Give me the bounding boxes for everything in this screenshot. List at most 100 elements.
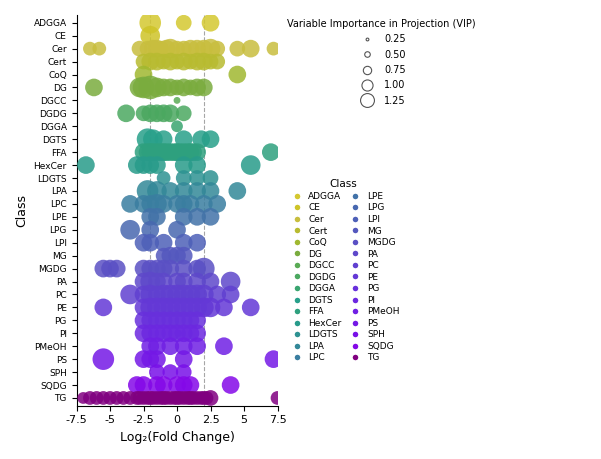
Point: [152, 304, 162, 311]
Point: [233, 187, 242, 195]
Point: [85, 45, 95, 52]
Point: [145, 19, 155, 27]
Point: [226, 291, 236, 298]
Point: [139, 265, 148, 272]
Point: [219, 304, 229, 311]
Point: [269, 45, 278, 52]
Point: [192, 45, 202, 52]
Point: [152, 200, 162, 207]
Point: [142, 135, 152, 143]
Point: [192, 291, 202, 298]
Point: [199, 304, 209, 311]
Point: [206, 394, 215, 402]
Point: [159, 200, 168, 207]
Point: [186, 291, 195, 298]
Point: [145, 32, 155, 39]
Point: [139, 291, 148, 298]
Point: [165, 317, 175, 324]
Point: [186, 45, 195, 52]
Point: [105, 265, 115, 272]
Point: [172, 330, 182, 337]
Point: [186, 148, 195, 156]
Point: [165, 291, 175, 298]
Point: [145, 226, 155, 234]
Point: [179, 200, 189, 207]
Point: [148, 394, 157, 402]
Point: [145, 394, 155, 402]
Point: [179, 84, 189, 91]
Point: [199, 58, 209, 65]
Point: [179, 45, 189, 52]
Point: [152, 162, 162, 169]
Point: [145, 200, 155, 207]
Point: [156, 148, 166, 156]
Point: [152, 58, 162, 65]
Point: [165, 84, 175, 91]
Point: [152, 291, 162, 298]
Point: [179, 19, 189, 27]
Point: [162, 148, 171, 156]
Point: [179, 58, 189, 65]
Point: [92, 394, 102, 402]
Point: [135, 394, 144, 402]
Point: [145, 330, 155, 337]
Point: [172, 84, 182, 91]
Point: [197, 394, 206, 402]
Point: [139, 355, 148, 363]
Point: [269, 355, 278, 363]
Point: [172, 97, 182, 104]
Point: [139, 394, 148, 402]
Point: [132, 381, 142, 389]
Point: [246, 304, 255, 311]
Point: [159, 304, 168, 311]
Point: [172, 304, 182, 311]
Point: [206, 19, 215, 27]
Point: [152, 213, 162, 220]
Point: [192, 162, 202, 169]
Point: [175, 148, 185, 156]
Point: [126, 291, 135, 298]
Point: [165, 394, 175, 402]
Point: [192, 278, 202, 285]
Point: [186, 200, 195, 207]
Point: [99, 394, 108, 402]
Point: [192, 187, 202, 195]
Point: [233, 45, 242, 52]
Point: [165, 304, 175, 311]
Point: [121, 110, 131, 117]
Point: [148, 135, 157, 143]
Point: [159, 239, 168, 246]
Point: [139, 71, 148, 78]
Point: [266, 148, 276, 156]
Point: [172, 278, 182, 285]
Point: [226, 381, 236, 389]
Point: [165, 342, 175, 350]
Point: [145, 265, 155, 272]
Point: [186, 381, 195, 389]
Point: [273, 394, 282, 402]
Point: [139, 278, 148, 285]
Point: [99, 265, 108, 272]
Point: [148, 148, 157, 156]
Point: [152, 394, 162, 402]
Point: [142, 45, 152, 52]
Point: [183, 148, 192, 156]
Point: [105, 394, 115, 402]
Point: [156, 394, 166, 402]
Point: [206, 58, 215, 65]
Point: [165, 330, 175, 337]
Point: [159, 381, 168, 389]
Point: [135, 45, 144, 52]
Point: [206, 135, 215, 143]
Point: [162, 394, 171, 402]
Point: [85, 394, 95, 402]
Point: [132, 162, 142, 169]
Point: [192, 58, 202, 65]
Point: [186, 330, 195, 337]
Point: [179, 135, 189, 143]
Point: [118, 394, 128, 402]
Point: [179, 148, 189, 156]
Point: [152, 278, 162, 285]
Point: [246, 162, 255, 169]
Point: [186, 304, 195, 311]
